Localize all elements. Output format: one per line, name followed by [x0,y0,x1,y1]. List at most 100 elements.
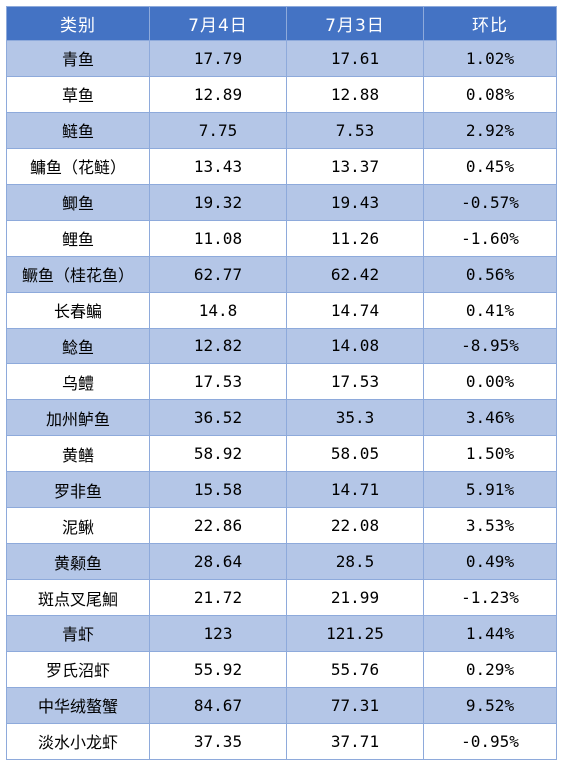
jul4-price-cell: 13.43 [149,147,287,185]
table-row: 草鱼 12.89 12.88 0.08% [6,75,557,113]
change-cell: 9.52% [423,686,557,724]
change-cell: 0.56% [423,255,557,293]
category-cell: 淡水小龙虾 [6,722,150,760]
change-cell: 1.50% [423,435,557,473]
category-cell: 鲶鱼 [6,327,150,365]
table-row: 中华绒螯蟹 84.67 77.31 9.52% [6,686,557,724]
jul4-price-cell: 22.86 [149,507,287,545]
table-row: 黄鳝 58.92 58.05 1.50% [6,435,557,473]
category-cell: 草鱼 [6,75,150,113]
table-row: 鳙鱼（花鲢） 13.43 13.37 0.45% [6,147,557,185]
change-cell: 3.53% [423,507,557,545]
category-cell: 长春鳊 [6,291,150,329]
category-cell: 罗非鱼 [6,471,150,509]
table-row: 斑点叉尾鮰 21.72 21.99 -1.23% [6,579,557,616]
jul4-price-cell: 11.08 [149,219,287,257]
table-row: 黄颡鱼 28.64 28.5 0.49% [6,543,557,581]
change-cell: -8.95% [423,327,557,365]
change-cell: 0.41% [423,291,557,329]
change-cell: 0.45% [423,147,557,185]
category-cell: 乌鳢 [6,363,150,401]
table-body: 青鱼 17.79 17.61 1.02% 草鱼 12.89 12.88 0.08% 鲢鱼 7.75… [6,40,557,760]
category-cell: 青虾 [6,615,150,652]
change-cell: -0.95% [423,722,557,760]
jul3-price-cell: 14.71 [286,471,424,509]
table-header-row: 类别 7月4日 7月3日 环比 [6,6,557,41]
table-row: 鲢鱼 7.75 7.53 2.92% [6,111,557,149]
category-cell: 鲫鱼 [6,183,150,221]
category-cell: 鲢鱼 [6,111,150,149]
change-cell: -1.60% [423,219,557,257]
change-cell: -0.57% [423,183,557,221]
jul4-price-cell: 37.35 [149,722,287,760]
category-cell: 泥鳅 [6,507,150,545]
jul4-price-cell: 123 [149,615,287,652]
change-cell: 0.29% [423,650,557,688]
jul3-price-cell: 28.5 [286,543,424,581]
jul3-price-cell: 17.61 [286,40,424,77]
change-cell: 1.02% [423,40,557,77]
change-cell: 2.92% [423,111,557,149]
price-table: 类别 7月4日 7月3日 环比 青鱼 17.79 17.61 1.02% 草鱼 12.89… [6,6,557,760]
header-jul4: 7月4日 [149,6,287,41]
jul3-price-cell: 14.74 [286,291,424,329]
change-cell: 0.49% [423,543,557,581]
jul3-price-cell: 12.88 [286,75,424,113]
jul3-price-cell: 11.26 [286,219,424,257]
jul3-price-cell: 121.25 [286,615,424,652]
jul3-price-cell: 55.76 [286,650,424,688]
jul4-price-cell: 15.58 [149,471,287,509]
jul4-price-cell: 62.77 [149,255,287,293]
jul3-price-cell: 22.08 [286,507,424,545]
jul4-price-cell: 58.92 [149,435,287,473]
jul4-price-cell: 36.52 [149,399,287,437]
jul3-price-cell: 7.53 [286,111,424,149]
jul4-price-cell: 12.82 [149,327,287,365]
change-cell: 1.44% [423,615,557,652]
jul4-price-cell: 21.72 [149,579,287,616]
table-row: 加州鲈鱼 36.52 35.3 3.46% [6,399,557,437]
table-row: 鲫鱼 19.32 19.43 -0.57% [6,183,557,221]
change-cell: 3.46% [423,399,557,437]
category-cell: 鳜鱼（桂花鱼） [6,255,150,293]
jul4-price-cell: 84.67 [149,686,287,724]
category-cell: 斑点叉尾鮰 [6,579,150,616]
category-cell: 黄鳝 [6,435,150,473]
jul3-price-cell: 62.42 [286,255,424,293]
table-row: 鳜鱼（桂花鱼） 62.77 62.42 0.56% [6,255,557,293]
jul3-price-cell: 13.37 [286,147,424,185]
table-row: 罗氏沼虾 55.92 55.76 0.29% [6,650,557,688]
table-row: 罗非鱼 15.58 14.71 5.91% [6,471,557,509]
header-change: 环比 [423,6,557,41]
jul4-price-cell: 12.89 [149,75,287,113]
jul3-price-cell: 37.71 [286,722,424,760]
header-jul3: 7月3日 [286,6,424,41]
jul3-price-cell: 17.53 [286,363,424,401]
jul3-price-cell: 21.99 [286,579,424,616]
category-cell: 中华绒螯蟹 [6,686,150,724]
table-row: 泥鳅 22.86 22.08 3.53% [6,507,557,545]
jul3-price-cell: 19.43 [286,183,424,221]
change-cell: 5.91% [423,471,557,509]
change-cell: -1.23% [423,579,557,616]
jul3-price-cell: 35.3 [286,399,424,437]
jul4-price-cell: 55.92 [149,650,287,688]
jul3-price-cell: 14.08 [286,327,424,365]
table-row: 鲶鱼 12.82 14.08 -8.95% [6,327,557,365]
table-row: 青鱼 17.79 17.61 1.02% [6,40,557,77]
category-cell: 青鱼 [6,40,150,77]
table-row: 青虾 123 121.25 1.44% [6,615,557,652]
jul4-price-cell: 7.75 [149,111,287,149]
jul4-price-cell: 28.64 [149,543,287,581]
table-row: 长春鳊 14.8 14.74 0.41% [6,291,557,329]
category-cell: 鲤鱼 [6,219,150,257]
jul4-price-cell: 17.53 [149,363,287,401]
change-cell: 0.00% [423,363,557,401]
table-row: 乌鳢 17.53 17.53 0.00% [6,363,557,401]
jul3-price-cell: 77.31 [286,686,424,724]
jul4-price-cell: 19.32 [149,183,287,221]
header-category: 类别 [6,6,150,41]
change-cell: 0.08% [423,75,557,113]
table-row: 淡水小龙虾 37.35 37.71 -0.95% [6,722,557,760]
category-cell: 罗氏沼虾 [6,650,150,688]
